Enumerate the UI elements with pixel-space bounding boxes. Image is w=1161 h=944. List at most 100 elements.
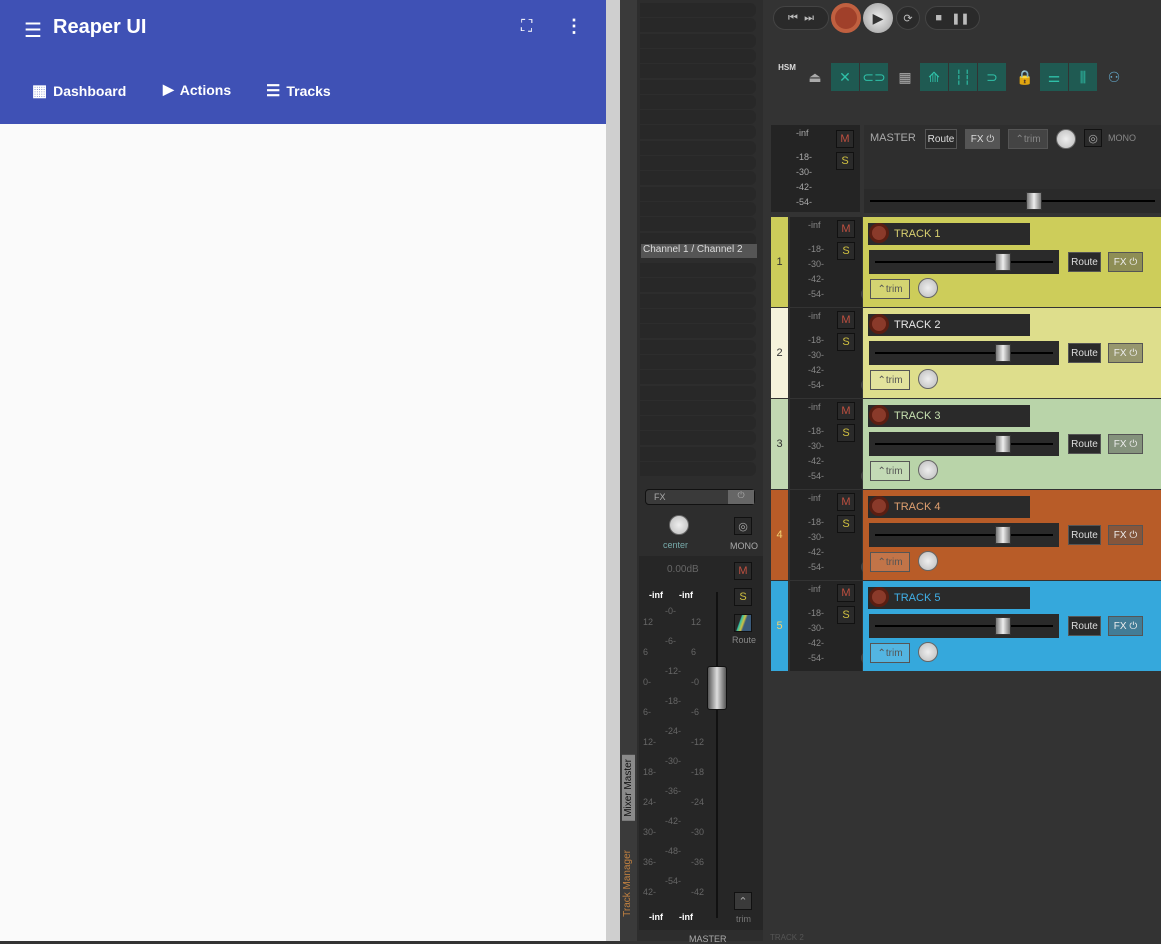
pan-knob[interactable] [918, 551, 938, 571]
nav-dashboard[interactable]: ▦ Dashboard [32, 81, 126, 101]
pan-knob[interactable] [918, 369, 938, 389]
fx-slot[interactable] [640, 33, 756, 48]
record-arm-button[interactable] [869, 223, 889, 243]
fx-slot[interactable] [640, 354, 756, 369]
track-name[interactable]: TRACK 5 [868, 587, 1030, 609]
route-button[interactable]: Route [1068, 616, 1101, 636]
master-mute-button[interactable]: M [836, 130, 854, 148]
grid-icon[interactable]: ▦ [898, 68, 912, 85]
fader-visibility-icon[interactable]: ⫼ [1069, 63, 1097, 91]
track-row[interactable]: 3 -inf-18--30--42--54- M S ⌀ TRACK 3 Rou… [771, 399, 1161, 490]
volume-fader[interactable] [869, 523, 1059, 547]
fx-slot[interactable] [640, 18, 756, 33]
envelope-link-icon[interactable]: ⟰ [920, 63, 948, 91]
fx-button[interactable]: FX ⏻ [1108, 434, 1143, 454]
pan-knob[interactable] [918, 278, 938, 298]
trim-button[interactable]: ⌃ trim [870, 552, 910, 572]
tab-mixer-master[interactable]: Mixer Master [622, 755, 635, 821]
record-arm-button[interactable] [869, 314, 889, 334]
fx-slot[interactable] [640, 309, 756, 323]
fx-slot[interactable] [640, 186, 756, 201]
snap-grid-icon[interactable]: ┆┆ [949, 63, 977, 91]
trim-button[interactable]: ⌃ trim [870, 643, 910, 663]
track-number[interactable]: 4 [771, 490, 788, 580]
fx-slot[interactable] [640, 324, 756, 339]
master-solo-button[interactable]: S [836, 152, 854, 170]
mute-button[interactable]: M [837, 311, 855, 329]
track-name[interactable]: TRACK 3 [868, 405, 1030, 427]
mono-button[interactable]: ◎ [734, 517, 752, 535]
fullscreen-icon[interactable]: ⛶ [521, 18, 533, 35]
channel-input[interactable]: Channel 1 / Channel 2 [641, 244, 757, 258]
fx-button[interactable]: FX ⏻ [1108, 252, 1143, 272]
track-name[interactable]: TRACK 2 [868, 314, 1030, 336]
solo-button[interactable]: S [734, 588, 752, 606]
volume-fader[interactable] [869, 341, 1059, 365]
fx-slot[interactable] [640, 64, 756, 79]
master-volume-fader[interactable] [864, 189, 1161, 213]
tab-track-manager[interactable]: Track Manager [622, 850, 633, 917]
more-vert-icon[interactable]: ⋮ [565, 16, 583, 36]
fx-button[interactable]: FX ⏻ [1108, 343, 1143, 363]
route-icon[interactable] [734, 614, 752, 632]
fx-slot[interactable] [640, 431, 756, 446]
fx-slot[interactable] [640, 171, 756, 186]
power-icon[interactable]: ⏻ [728, 490, 754, 504]
trim-button[interactable]: ⌃ trim [870, 370, 910, 390]
fx-slot[interactable] [640, 400, 756, 415]
fx-slot[interactable] [640, 3, 756, 17]
fx-slot[interactable] [640, 339, 756, 354]
record-button[interactable] [831, 3, 861, 33]
route-button[interactable]: Route [1068, 525, 1101, 545]
menu-icon[interactable]: ☰ [24, 20, 42, 42]
fx-button[interactable]: FX ⏻ [1108, 525, 1143, 545]
solo-button[interactable]: S [837, 515, 855, 533]
track-row[interactable]: 2 -inf-18--30--42--54- M S ⌀ TRACK 2 Rou… [771, 308, 1161, 399]
solo-button[interactable]: S [837, 424, 855, 442]
fx-slot[interactable] [640, 446, 756, 461]
route-button[interactable]: Route [1068, 434, 1101, 454]
record-arm-button[interactable] [869, 496, 889, 516]
volume-fader[interactable] [869, 432, 1059, 456]
route-button[interactable]: Route [1068, 343, 1101, 363]
route-button[interactable]: Route [1068, 252, 1101, 272]
fx-slot[interactable] [640, 385, 756, 400]
fx-slot[interactable] [640, 125, 756, 140]
track-number[interactable]: 5 [771, 581, 788, 671]
fx-slot[interactable] [640, 110, 756, 125]
fx-slot[interactable] [640, 156, 756, 170]
repeat-button[interactable]: ⟳ [896, 6, 920, 30]
trim-button[interactable]: ⌃ trim [870, 461, 910, 481]
crossfade-icon[interactable]: ✕ [831, 63, 859, 91]
fx-slot[interactable] [640, 201, 756, 216]
mixer-visibility-icon[interactable]: ⚌ [1040, 63, 1068, 91]
solo-button[interactable]: S [837, 242, 855, 260]
fx-slot[interactable] [640, 293, 756, 308]
fx-slot[interactable] [640, 263, 756, 278]
stop-icon[interactable]: ■ [935, 12, 943, 24]
nav-actions[interactable]: ▶ Actions [163, 81, 231, 98]
metronome-icon[interactable]: ⏏ [808, 68, 822, 85]
track-name[interactable]: TRACK 4 [868, 496, 1030, 518]
volume-fader[interactable] [707, 666, 727, 710]
master-mono-button[interactable]: ◎ [1084, 129, 1102, 147]
mute-button[interactable]: M [734, 562, 752, 580]
track-number[interactable]: 2 [771, 308, 788, 398]
skip-forward-icon[interactable]: ⏭ [804, 11, 814, 24]
volume-fader[interactable] [869, 250, 1059, 274]
nav-tracks[interactable]: ☰ Tracks [266, 81, 331, 101]
splitter[interactable] [606, 0, 620, 941]
solo-button[interactable]: S [837, 606, 855, 624]
mute-button[interactable]: M [837, 220, 855, 238]
mute-button[interactable]: M [837, 584, 855, 602]
solo-button[interactable]: S [837, 333, 855, 351]
pan-knob[interactable] [918, 642, 938, 662]
fx-slot[interactable] [640, 278, 756, 293]
trim-icon[interactable]: ⌃ [734, 892, 752, 910]
routing-visibility-icon[interactable]: ⚇ [1107, 68, 1121, 85]
master-route-button[interactable]: Route [925, 129, 957, 149]
pan-knob[interactable] [918, 460, 938, 480]
fx-slot[interactable] [640, 462, 756, 476]
hsm-icon[interactable]: HSM [773, 63, 801, 91]
record-arm-button[interactable] [869, 587, 889, 607]
